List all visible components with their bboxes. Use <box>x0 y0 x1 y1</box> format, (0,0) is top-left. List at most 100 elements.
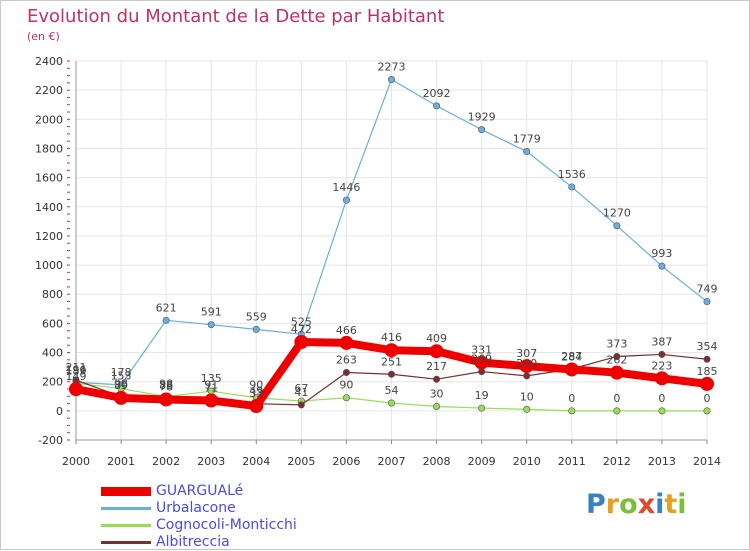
data-point <box>162 316 170 324</box>
data-label: 284 <box>561 350 582 363</box>
data-label: 1446 <box>332 181 360 194</box>
y-tick-label: 600 <box>42 317 63 330</box>
data-point <box>69 382 83 397</box>
y-tick-label: 2400 <box>35 55 63 68</box>
legend-label: GUARGUALé <box>156 483 244 499</box>
data-point <box>204 393 219 408</box>
data-point <box>342 394 350 402</box>
y-tick-label: 1800 <box>35 142 63 155</box>
data-point <box>658 350 666 358</box>
data-point <box>613 407 621 415</box>
data-label: 591 <box>201 306 222 319</box>
data-label: 135 <box>201 372 222 385</box>
data-label: 409 <box>426 332 447 345</box>
legend-swatch <box>101 524 151 527</box>
x-tick-label: 2008 <box>423 455 451 468</box>
data-point <box>613 352 621 360</box>
data-point <box>523 405 531 413</box>
y-tick-label: 2000 <box>35 113 63 126</box>
x-tick-label: 2003 <box>197 455 225 468</box>
legend-swatch <box>101 541 151 544</box>
data-label: 749 <box>697 283 718 296</box>
legend-swatch <box>101 487 151 496</box>
data-point <box>433 102 441 110</box>
data-label: 240 <box>516 357 537 370</box>
data-point <box>700 376 714 391</box>
x-tick-label: 2005 <box>287 455 315 468</box>
data-label: 2092 <box>423 87 451 100</box>
data-point <box>387 399 395 407</box>
data-point <box>387 370 395 378</box>
y-tick-label: 1400 <box>35 201 63 214</box>
data-label: 89 <box>114 379 128 392</box>
data-point <box>478 404 486 412</box>
data-label: 1929 <box>468 111 496 124</box>
data-point <box>433 375 441 383</box>
data-point <box>703 407 711 415</box>
data-point <box>523 148 531 156</box>
data-point <box>609 365 624 380</box>
data-label: 0 <box>568 392 575 405</box>
proxiti-logo: Proxiti <box>586 489 687 520</box>
legend-swatch <box>101 507 151 510</box>
data-label: 88 <box>159 379 173 392</box>
data-label: 149 <box>66 370 87 383</box>
data-point <box>703 355 711 363</box>
data-label: 153 <box>111 370 132 383</box>
data-label: 98 <box>114 378 128 391</box>
data-label: 1536 <box>558 168 586 181</box>
data-label: 287 <box>561 350 582 363</box>
data-label: 354 <box>697 340 718 353</box>
data-label: 307 <box>516 347 537 360</box>
data-label: 71 <box>204 381 218 394</box>
data-label: 0 <box>613 392 620 405</box>
x-tick-label: 2002 <box>152 455 180 468</box>
data-point <box>564 362 579 377</box>
data-label: 263 <box>336 354 357 367</box>
y-tick-label: -200 <box>38 434 63 447</box>
data-point <box>519 359 534 374</box>
data-label: 196 <box>66 363 87 376</box>
data-label: 189 <box>66 364 87 377</box>
x-tick-label: 2013 <box>648 455 676 468</box>
y-tick-label: 400 <box>42 347 63 360</box>
data-point <box>114 390 129 405</box>
y-tick-label: 1000 <box>35 259 63 272</box>
data-label: 525 <box>291 315 312 328</box>
data-label: 178 <box>111 366 132 379</box>
data-point <box>654 371 669 386</box>
legend-label: Albitreccia <box>156 534 230 550</box>
data-label: 54 <box>385 384 399 397</box>
data-label: 262 <box>606 354 627 367</box>
data-point <box>429 344 444 359</box>
data-point <box>568 183 576 191</box>
data-label: 41 <box>294 386 308 399</box>
data-point <box>342 196 350 204</box>
chart-unit-label: (en €) <box>27 30 60 43</box>
x-tick-label: 2000 <box>62 455 90 468</box>
y-tick-label: 2200 <box>35 84 63 97</box>
data-label: 33 <box>249 387 263 400</box>
x-tick-label: 2001 <box>107 455 135 468</box>
x-tick-label: 2012 <box>603 455 631 468</box>
data-point <box>433 402 441 410</box>
legend-label: Urbalacone <box>156 500 236 516</box>
data-label: 251 <box>381 355 402 368</box>
data-label: 331 <box>471 344 492 357</box>
data-label: 2273 <box>378 61 406 74</box>
data-point <box>384 343 399 358</box>
data-point <box>252 325 260 333</box>
data-label: 185 <box>697 365 718 378</box>
data-point <box>568 407 576 415</box>
data-label: 416 <box>381 331 402 344</box>
data-point <box>387 76 395 84</box>
data-point <box>658 262 666 270</box>
data-point <box>339 335 354 350</box>
data-point <box>703 298 711 306</box>
data-point <box>297 401 305 409</box>
x-tick-label: 2006 <box>332 455 360 468</box>
data-label: 0 <box>658 392 665 405</box>
data-label: 19 <box>475 389 489 402</box>
